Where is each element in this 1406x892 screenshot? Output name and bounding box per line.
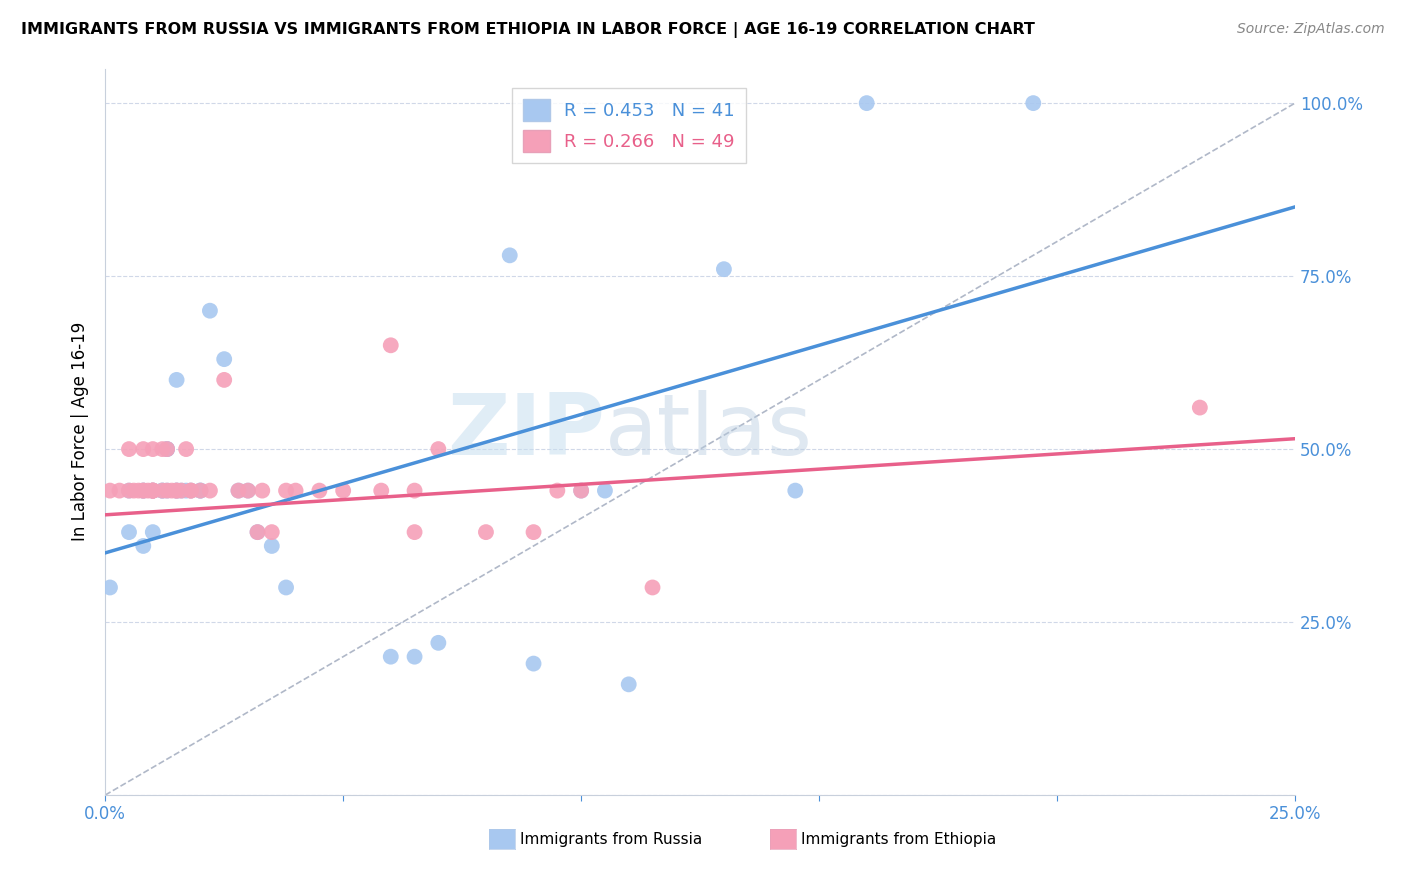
Point	[617, 677, 640, 691]
Point	[228, 483, 250, 498]
Point	[98, 581, 121, 595]
Point	[174, 442, 197, 456]
Point	[246, 525, 269, 540]
Point	[128, 483, 150, 498]
Point	[136, 483, 159, 498]
Point	[180, 483, 202, 498]
Point	[236, 483, 259, 498]
Point	[122, 483, 145, 498]
Point	[166, 483, 188, 498]
Point	[713, 262, 735, 277]
Point	[190, 483, 212, 498]
Point	[499, 248, 522, 262]
Text: Source: ZipAtlas.com: Source: ZipAtlas.com	[1237, 22, 1385, 37]
Point	[332, 483, 354, 498]
Point	[156, 483, 179, 498]
Point	[236, 483, 259, 498]
Point	[198, 303, 221, 318]
Point	[246, 525, 269, 540]
Point	[174, 483, 197, 498]
Point	[142, 442, 165, 456]
Point	[404, 649, 426, 664]
Point	[274, 483, 297, 498]
Point	[198, 483, 221, 498]
Point	[118, 525, 141, 540]
Point	[855, 96, 877, 111]
Point	[98, 483, 121, 498]
Point	[142, 483, 165, 498]
Text: Immigrants from Russia: Immigrants from Russia	[520, 832, 703, 847]
Point	[228, 483, 250, 498]
Point	[522, 525, 544, 540]
Point	[170, 483, 193, 498]
Point	[180, 483, 202, 498]
Point	[475, 525, 498, 540]
Legend: R = 0.453   N = 41, R = 0.266   N = 49: R = 0.453 N = 41, R = 0.266 N = 49	[512, 88, 745, 163]
Point	[641, 581, 664, 595]
Point	[132, 483, 155, 498]
Point	[260, 525, 283, 540]
Text: IMMIGRANTS FROM RUSSIA VS IMMIGRANTS FROM ETHIOPIA IN LABOR FORCE | AGE 16-19 CO: IMMIGRANTS FROM RUSSIA VS IMMIGRANTS FRO…	[21, 22, 1035, 38]
Point	[308, 483, 330, 498]
Point	[180, 483, 202, 498]
Point	[427, 636, 450, 650]
Point	[142, 525, 165, 540]
Point	[380, 338, 402, 352]
Point	[142, 483, 165, 498]
Point	[370, 483, 392, 498]
Point	[156, 442, 179, 456]
Point	[118, 483, 141, 498]
Point	[190, 483, 212, 498]
Point	[260, 539, 283, 553]
Point	[108, 483, 131, 498]
Point	[785, 483, 807, 498]
Text: ZIP: ZIP	[447, 391, 605, 474]
Point	[166, 373, 188, 387]
Point	[212, 352, 235, 367]
Point	[212, 373, 235, 387]
Point	[569, 483, 592, 498]
Text: atlas: atlas	[605, 391, 813, 474]
Point	[156, 442, 179, 456]
Point	[170, 483, 193, 498]
Point	[404, 525, 426, 540]
Point	[427, 442, 450, 456]
Point	[142, 483, 165, 498]
Point	[593, 483, 616, 498]
Point	[160, 483, 183, 498]
Point	[132, 483, 155, 498]
Point	[150, 483, 173, 498]
Point	[156, 483, 179, 498]
Point	[150, 483, 173, 498]
Point	[118, 442, 141, 456]
Y-axis label: In Labor Force | Age 16-19: In Labor Force | Age 16-19	[72, 322, 89, 541]
Point	[132, 539, 155, 553]
Point	[404, 483, 426, 498]
Point	[284, 483, 307, 498]
Point	[150, 483, 173, 498]
Point	[132, 483, 155, 498]
Point	[150, 442, 173, 456]
Point	[252, 483, 274, 498]
Point	[156, 442, 179, 456]
Point	[132, 483, 155, 498]
Point	[132, 442, 155, 456]
Text: Immigrants from Ethiopia: Immigrants from Ethiopia	[801, 832, 997, 847]
Point	[142, 483, 165, 498]
Point	[142, 483, 165, 498]
Point	[1022, 96, 1045, 111]
Point	[166, 483, 188, 498]
Point	[166, 483, 188, 498]
Point	[166, 483, 188, 498]
Point	[546, 483, 568, 498]
Point	[274, 581, 297, 595]
Point	[190, 483, 212, 498]
Point	[380, 649, 402, 664]
Point	[569, 483, 592, 498]
Point	[142, 483, 165, 498]
Point	[118, 483, 141, 498]
Point	[522, 657, 544, 671]
Point	[1188, 401, 1211, 415]
